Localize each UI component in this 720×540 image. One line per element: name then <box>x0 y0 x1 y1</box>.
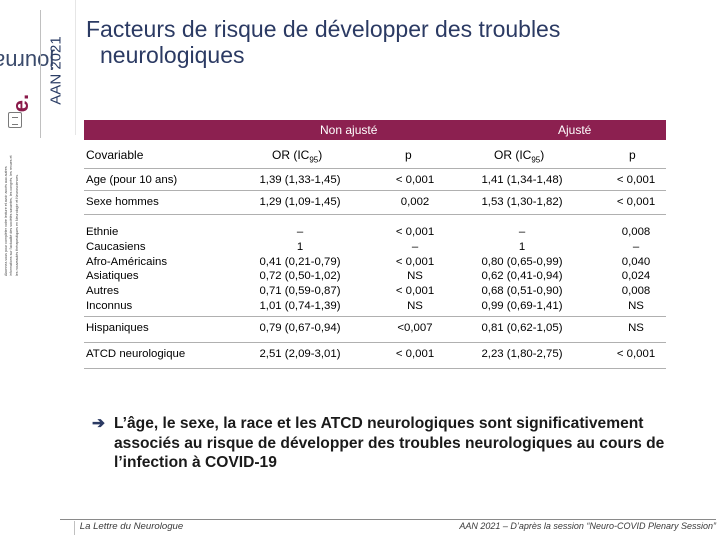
col-p-adjusted: p <box>629 148 636 162</box>
brand-divider <box>40 10 41 138</box>
col-p-unadjusted: p <box>405 148 412 162</box>
table-row: Sexe hommes 1,29 (1,09-1,45) 0,002 1,53 (1,… <box>84 190 666 214</box>
cell-covariable: Hispaniques <box>86 322 149 334</box>
footer-session: AAN 2021 – D’après la session “Neuro-COV… <box>459 521 716 531</box>
table-row: ATCD neurologique 2,51 (2,09-3,01) < 0,001… <box>84 342 666 368</box>
cell-or-adj: –1 0,80 (0,65-0,99) 0,62 (0,41-0,94) 0,68 (… <box>481 226 563 312</box>
cell-p-adj: < 0,001 <box>616 196 656 208</box>
cell-or-unadj: 1,29 (1,09-1,45) <box>259 196 341 208</box>
disclaimer: Abonnez-vous pour compléter votre lectur… <box>4 148 76 278</box>
event-label: AAN 2021 <box>42 6 70 134</box>
col-or-unadjusted: OR (IC95) <box>272 148 323 165</box>
title-line-2: neurologiques <box>100 42 245 68</box>
event-text: AAN 2021 <box>47 35 65 105</box>
brand-header: e.journal AAN 2021 <box>0 0 76 138</box>
col-covariable: Covariable <box>86 148 144 162</box>
cell-covariable: Sexe hommes <box>86 196 159 208</box>
col-or-adjusted: OR (IC95) <box>494 148 545 165</box>
group-unadjusted: Non ajusté <box>320 123 378 137</box>
group-adjusted: Ajusté <box>558 123 592 137</box>
journal-prefix: e. <box>8 93 33 113</box>
conclusion: ➔ L’âge, le sexe, la race et les ATCD ne… <box>92 414 702 473</box>
cell-or-adj: 2,23 (1,80-2,75) <box>481 348 563 360</box>
cell-p-unadj: < 0,001 <box>395 174 435 186</box>
brand-logo: e.journal AAN 2021 <box>0 6 74 138</box>
cell-p-adj: NS <box>628 322 644 334</box>
cell-p-adj: 0,008–0,040 0,024 0,008 NS <box>621 226 651 312</box>
cell-or-unadj: 2,51 (2,09-3,01) <box>259 348 341 360</box>
cell-or-adj: 0,81 (0,62-1,05) <box>481 322 563 334</box>
document-icon <box>8 112 22 128</box>
table-row: Hispaniques 0,79 (0,67-0,94) <0,007 0,81 (0… <box>84 316 666 342</box>
title-line-1: Facteurs de risque de développer des tro… <box>86 16 561 42</box>
conclusion-text: L’âge, le sexe, la race et les ATCD neur… <box>114 415 665 471</box>
disclaimer-text: Abonnez-vous pour compléter votre lectur… <box>4 155 19 276</box>
table-bottom-rule <box>84 368 666 369</box>
cell-covariable: Ethnie Caucasiens Afro-Américains Asiatique… <box>86 226 168 312</box>
cell-or-unadj: 1,39 (1,33-1,45) <box>259 174 341 186</box>
table-group-header: Non ajusté Ajusté <box>84 120 666 140</box>
cell-covariable: Age (pour 10 ans) <box>86 174 178 186</box>
footer-divider <box>60 519 716 520</box>
cell-or-adj: 1,53 (1,30-1,82) <box>481 196 563 208</box>
page-title: Facteurs de risque de développer des tro… <box>86 16 706 68</box>
table-column-header: Covariable OR (IC95) p OR (IC95) p <box>84 144 666 166</box>
cell-p-unadj: <0,007 <box>397 322 433 334</box>
cell-covariable: ATCD neurologique <box>86 348 186 360</box>
cell-p-unadj: 0,002 <box>400 196 430 208</box>
table-row: Age (pour 10 ans) 1,39 (1,33-1,45) < 0,001… <box>84 168 666 190</box>
table-row: Ethnie Caucasiens Afro-Américains Asiatique… <box>84 214 666 316</box>
cell-or-unadj: –1 0,41 (0,21-0,79) 0,72 (0,50-1,02) 0,71 (… <box>259 226 341 312</box>
cell-p-unadj: < 0,001– < 0,001 NS < 0,001 NS <box>395 226 435 312</box>
footer-journal: La Lettre du Neurologue <box>74 521 188 535</box>
arrow-icon: ➔ <box>92 415 106 432</box>
side-brand-strip: e.journal AAN 2021 Abonnez-vous pour com… <box>0 0 76 540</box>
cell-or-unadj: 0,79 (0,67-0,94) <box>259 322 341 334</box>
cell-or-adj: 1,41 (1,34-1,48) <box>481 174 563 186</box>
cell-p-adj: < 0,001 <box>616 348 656 360</box>
cell-p-unadj: < 0,001 <box>395 348 435 360</box>
cell-p-adj: < 0,001 <box>616 174 656 186</box>
